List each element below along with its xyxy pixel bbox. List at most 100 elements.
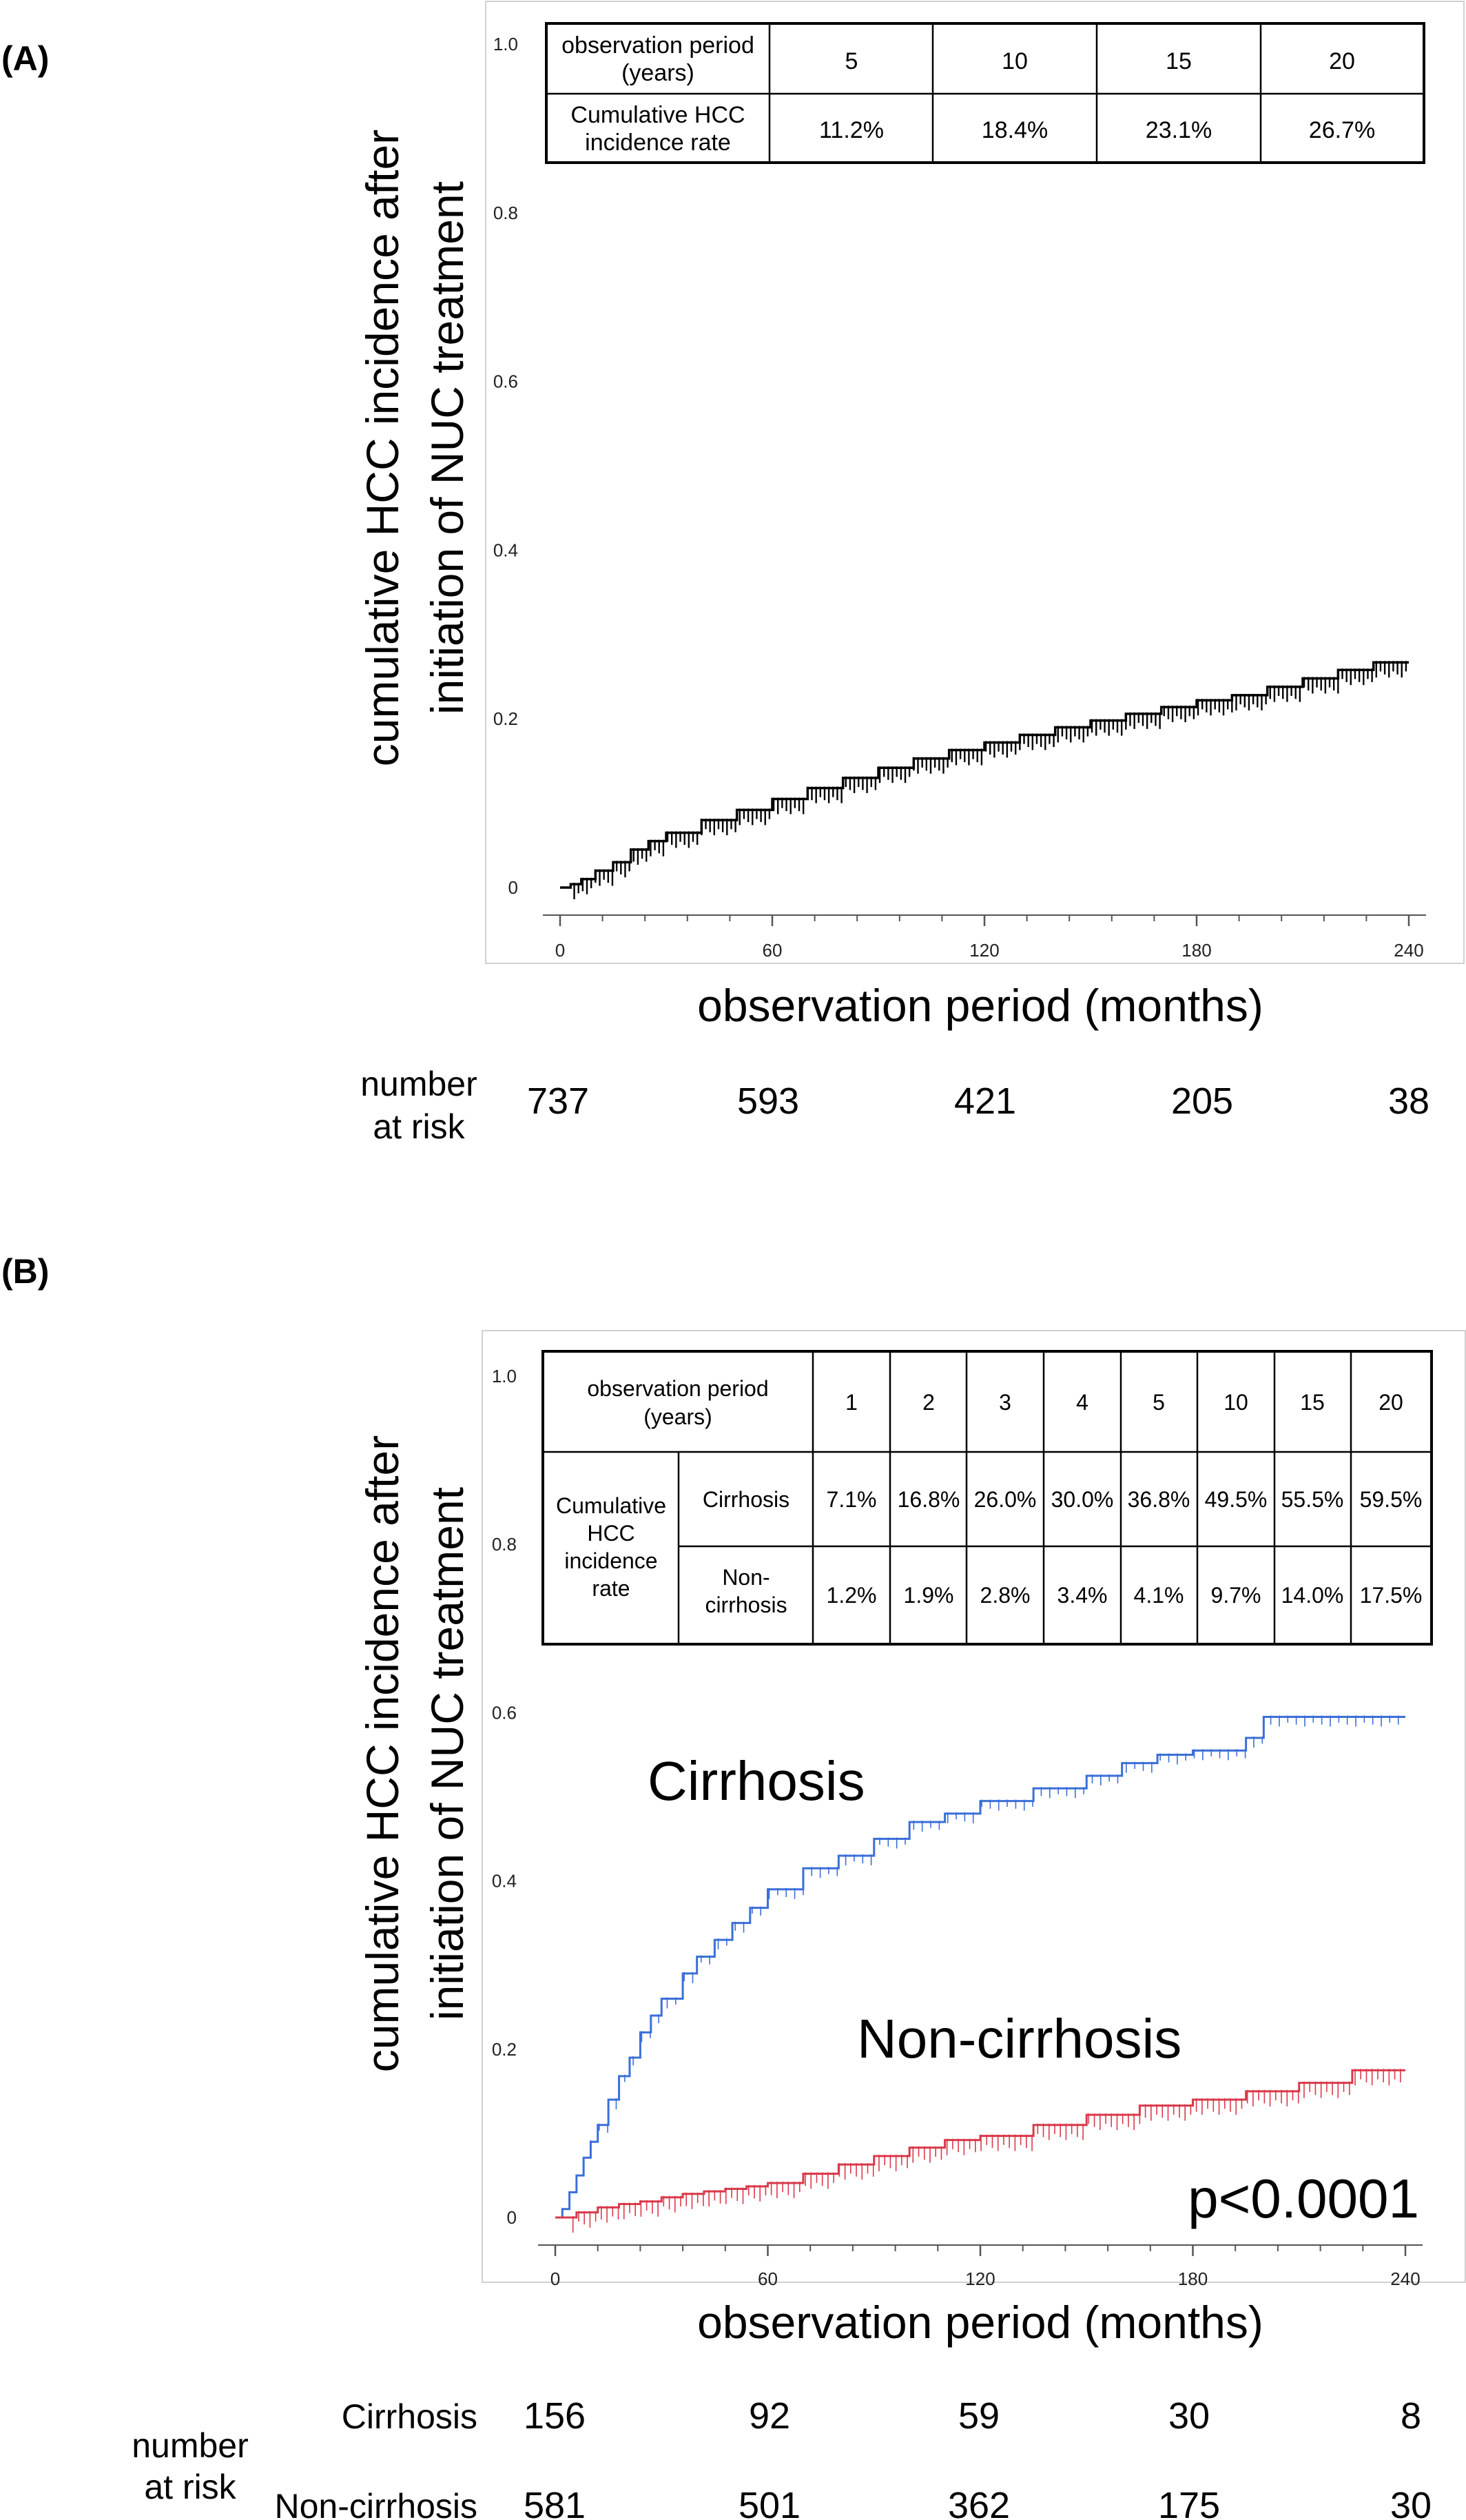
risk-b-cirrhosis-120: 59 — [958, 2395, 1000, 2437]
x-tick-label-a: 0 — [555, 940, 565, 961]
x-tick-label-b: 180 — [1178, 2268, 1208, 2289]
y-axis-label-b-line2: initiation of NUC treatment — [422, 1487, 473, 2020]
table-b-cirrhosis-4y: 30.0% — [1051, 1487, 1114, 1512]
table-b-noncirrhosis-10y: 9.7% — [1211, 1583, 1261, 1608]
table-a-year-10: 10 — [1002, 48, 1028, 74]
table-b-cirrhosis-20y: 59.5% — [1360, 1487, 1423, 1512]
table-b-group-cirrhosis: Cirrhosis — [703, 1487, 789, 1512]
table-b-rate-label-line2: HCC — [587, 1521, 634, 1546]
y-tick-label-a: 0.2 — [493, 708, 518, 729]
x-axis-label-b: observation period (months) — [697, 2297, 1263, 2348]
x-tick-label-b: 120 — [965, 2268, 995, 2289]
risk-b-cirrhosis-240: 8 — [1401, 2395, 1421, 2437]
table-b-cirrhosis-2y: 16.8% — [898, 1487, 960, 1512]
table-a-rate-label-line1: Cumulative HCC — [570, 102, 745, 128]
curve-cirrhosis-b — [555, 1716, 1405, 2219]
y-tick-label-a: 0.6 — [493, 371, 518, 392]
panel-label-a: (A) — [1, 39, 49, 78]
table-b-noncirrhosis-2y: 1.9% — [904, 1583, 954, 1608]
annotation-non-cirrhosis: Non-cirrhosis — [857, 2008, 1181, 2069]
y-tick-label-a: 1.0 — [493, 34, 518, 54]
table-a-year-5: 5 — [845, 48, 858, 74]
risk-b-noncirrhosis-0: 581 — [524, 2485, 586, 2520]
y-axis-label-b-line1: cumulative HCC incidence after — [357, 1435, 408, 2072]
risk-table-a: number at risk 737 593 421 205 38 — [360, 1065, 1429, 1146]
y-tick-label-b: 0 — [507, 2207, 517, 2228]
table-b-cirrhosis-15y: 55.5% — [1281, 1487, 1344, 1512]
risk-label-a-line1: number — [360, 1065, 477, 1103]
risk-a-60: 593 — [737, 1080, 799, 1122]
table-b-cirrhosis-1y: 7.1% — [827, 1487, 877, 1512]
y-tick-label-b: 0.4 — [492, 1871, 517, 1892]
incidence-table-b: observation period (years) 1 2 3 4 5 10 … — [541, 1350, 1433, 1646]
risk-b-noncirrhosis-label: Non-cirrhosis — [274, 2487, 477, 2520]
table-a-rate-label-line2: incidence rate — [585, 130, 731, 156]
risk-table-b: number at risk Cirrhosis 156 92 59 30 8 … — [132, 2395, 1432, 2520]
panel-b: (B) cumulative HCC incidence after initi… — [1, 1252, 1466, 2520]
risk-b-cirrhosis-label: Cirrhosis — [342, 2397, 477, 2436]
risk-b-noncirrhosis-120: 362 — [948, 2485, 1010, 2520]
x-tick-label-a: 180 — [1181, 940, 1211, 961]
table-b-year-15: 15 — [1300, 1390, 1325, 1415]
curves-a — [560, 661, 1409, 900]
table-a-rate-20y: 26.7% — [1309, 117, 1375, 143]
table-b-cirrhosis-10y: 49.5% — [1205, 1487, 1268, 1512]
table-b-header-line2: (years) — [643, 1404, 712, 1429]
risk-a-180: 205 — [1171, 1080, 1233, 1122]
risk-b-cirrhosis-0: 156 — [524, 2395, 586, 2437]
y-axis-label-a-line1: cumulative HCC incidence after — [357, 130, 408, 766]
table-b-noncirrhosis-3y: 2.8% — [980, 1583, 1031, 1608]
risk-label-b-line1: number — [132, 2426, 249, 2465]
table-b-group-noncirrhosis-line2: cirrhosis — [705, 1592, 787, 1617]
x-tick-label-a: 60 — [763, 940, 783, 961]
table-a-header-line2: (years) — [621, 60, 694, 86]
panel-label-b: (B) — [1, 1252, 49, 1291]
incidence-table-a: observation period (years) 5 10 15 20 Cu… — [545, 22, 1425, 164]
table-b-noncirrhosis-4y: 3.4% — [1057, 1583, 1108, 1608]
table-b-rate-label-line1: Cumulative — [556, 1493, 666, 1518]
table-b-year-1: 1 — [845, 1390, 858, 1415]
table-b-noncirrhosis-15y: 14.0% — [1281, 1583, 1344, 1608]
curve-non-cirrhosis-b — [555, 2069, 1405, 2219]
table-a-rate-10y: 18.4% — [982, 117, 1048, 143]
table-b-noncirrhosis-1y: 1.2% — [827, 1583, 877, 1608]
y-axis-label-a-line2: initiation of NUC treatment — [422, 181, 473, 715]
x-tick-label-b: 240 — [1390, 2268, 1420, 2289]
curves-b — [555, 1715, 1405, 2233]
table-b-header-line1: observation period — [587, 1376, 768, 1401]
table-b-year-3: 3 — [999, 1390, 1011, 1415]
table-b-group-noncirrhosis-line1: Non- — [722, 1565, 770, 1590]
table-b-year-20: 20 — [1379, 1390, 1403, 1415]
y-tick-label-a: 0.8 — [493, 203, 518, 223]
table-a-year-15: 15 — [1166, 48, 1192, 74]
annotation-cirrhosis: Cirrhosis — [648, 1750, 865, 1812]
x-axis-label-a: observation period (months) — [697, 980, 1263, 1031]
annotation-pvalue: p<0.0001 — [1188, 2168, 1419, 2229]
x-tick-label-a: 120 — [969, 940, 999, 961]
panel-a: (A) cumulative HCC incidence after initi… — [1, 1, 1465, 1146]
table-b-year-4: 4 — [1076, 1390, 1088, 1415]
table-b-year-2: 2 — [922, 1390, 935, 1415]
table-b-year-10: 10 — [1224, 1390, 1248, 1415]
y-tick-label-a: 0 — [508, 877, 518, 898]
x-tick-label-b: 0 — [550, 2268, 560, 2289]
risk-label-a-line2: at risk — [373, 1107, 465, 1146]
risk-b-noncirrhosis-60: 501 — [739, 2485, 801, 2520]
table-b-cirrhosis-3y: 26.0% — [974, 1487, 1037, 1512]
x-tick-label-b: 60 — [758, 2268, 778, 2289]
table-b-rate-label-line4: rate — [592, 1576, 630, 1601]
risk-a-240: 38 — [1388, 1080, 1429, 1122]
table-b-year-5: 5 — [1153, 1390, 1165, 1415]
table-b-noncirrhosis-20y: 17.5% — [1360, 1583, 1423, 1608]
risk-b-cirrhosis-180: 30 — [1168, 2395, 1210, 2437]
table-a-year-20: 20 — [1329, 48, 1355, 74]
y-tick-label-b: 0.2 — [492, 2039, 517, 2060]
table-b-cirrhosis-5y: 36.8% — [1128, 1487, 1190, 1512]
table-a-rate-5y: 11.2% — [819, 117, 884, 143]
y-tick-label-b: 0.6 — [492, 1702, 517, 1723]
risk-b-cirrhosis-60: 92 — [749, 2395, 790, 2437]
table-a-header-line1: observation period — [561, 32, 754, 59]
x-tick-label-a: 240 — [1394, 940, 1423, 961]
